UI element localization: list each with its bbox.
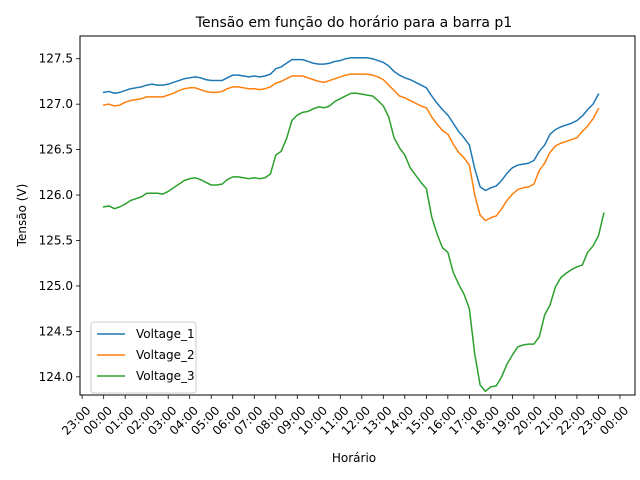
legend-label-voltage-2: Voltage_2	[136, 348, 195, 362]
series-line-voltage-2	[102, 73, 600, 222]
y-axis-ticks: 124.0 124.5 125.0 125.5 126.0 126.5 127.0 127.5	[39, 52, 80, 384]
y-tick-label: 124.0	[39, 370, 73, 384]
y-tick-label: 127.5	[39, 52, 73, 66]
y-tick-label: 124.5	[39, 324, 73, 338]
legend: Voltage_1 Voltage_2 Voltage_3	[90, 321, 197, 394]
series-line-voltage-3	[102, 92, 605, 393]
plot-frame	[79, 35, 636, 396]
y-tick-label: 125.0	[39, 279, 73, 293]
y-tick-label: 126.0	[39, 188, 73, 202]
plot-lines	[102, 57, 605, 393]
x-axis-label: Horário	[332, 451, 376, 465]
y-tick-label: 126.5	[39, 143, 73, 157]
legend-label-voltage-1: Voltage_1	[136, 327, 195, 341]
chart-title: Tensão em função do horário para a barra…	[195, 15, 512, 31]
x-axis-ticks: 23:0000:0001:0002:0003:0004:0005:0006:00…	[59, 395, 631, 438]
series-line-voltage-1	[102, 57, 600, 192]
y-tick-label: 125.5	[39, 233, 73, 247]
y-tick-label: 127.0	[39, 97, 73, 111]
legend-label-voltage-3: Voltage_3	[136, 369, 195, 383]
y-axis-label: Tensão (V)	[15, 184, 29, 248]
